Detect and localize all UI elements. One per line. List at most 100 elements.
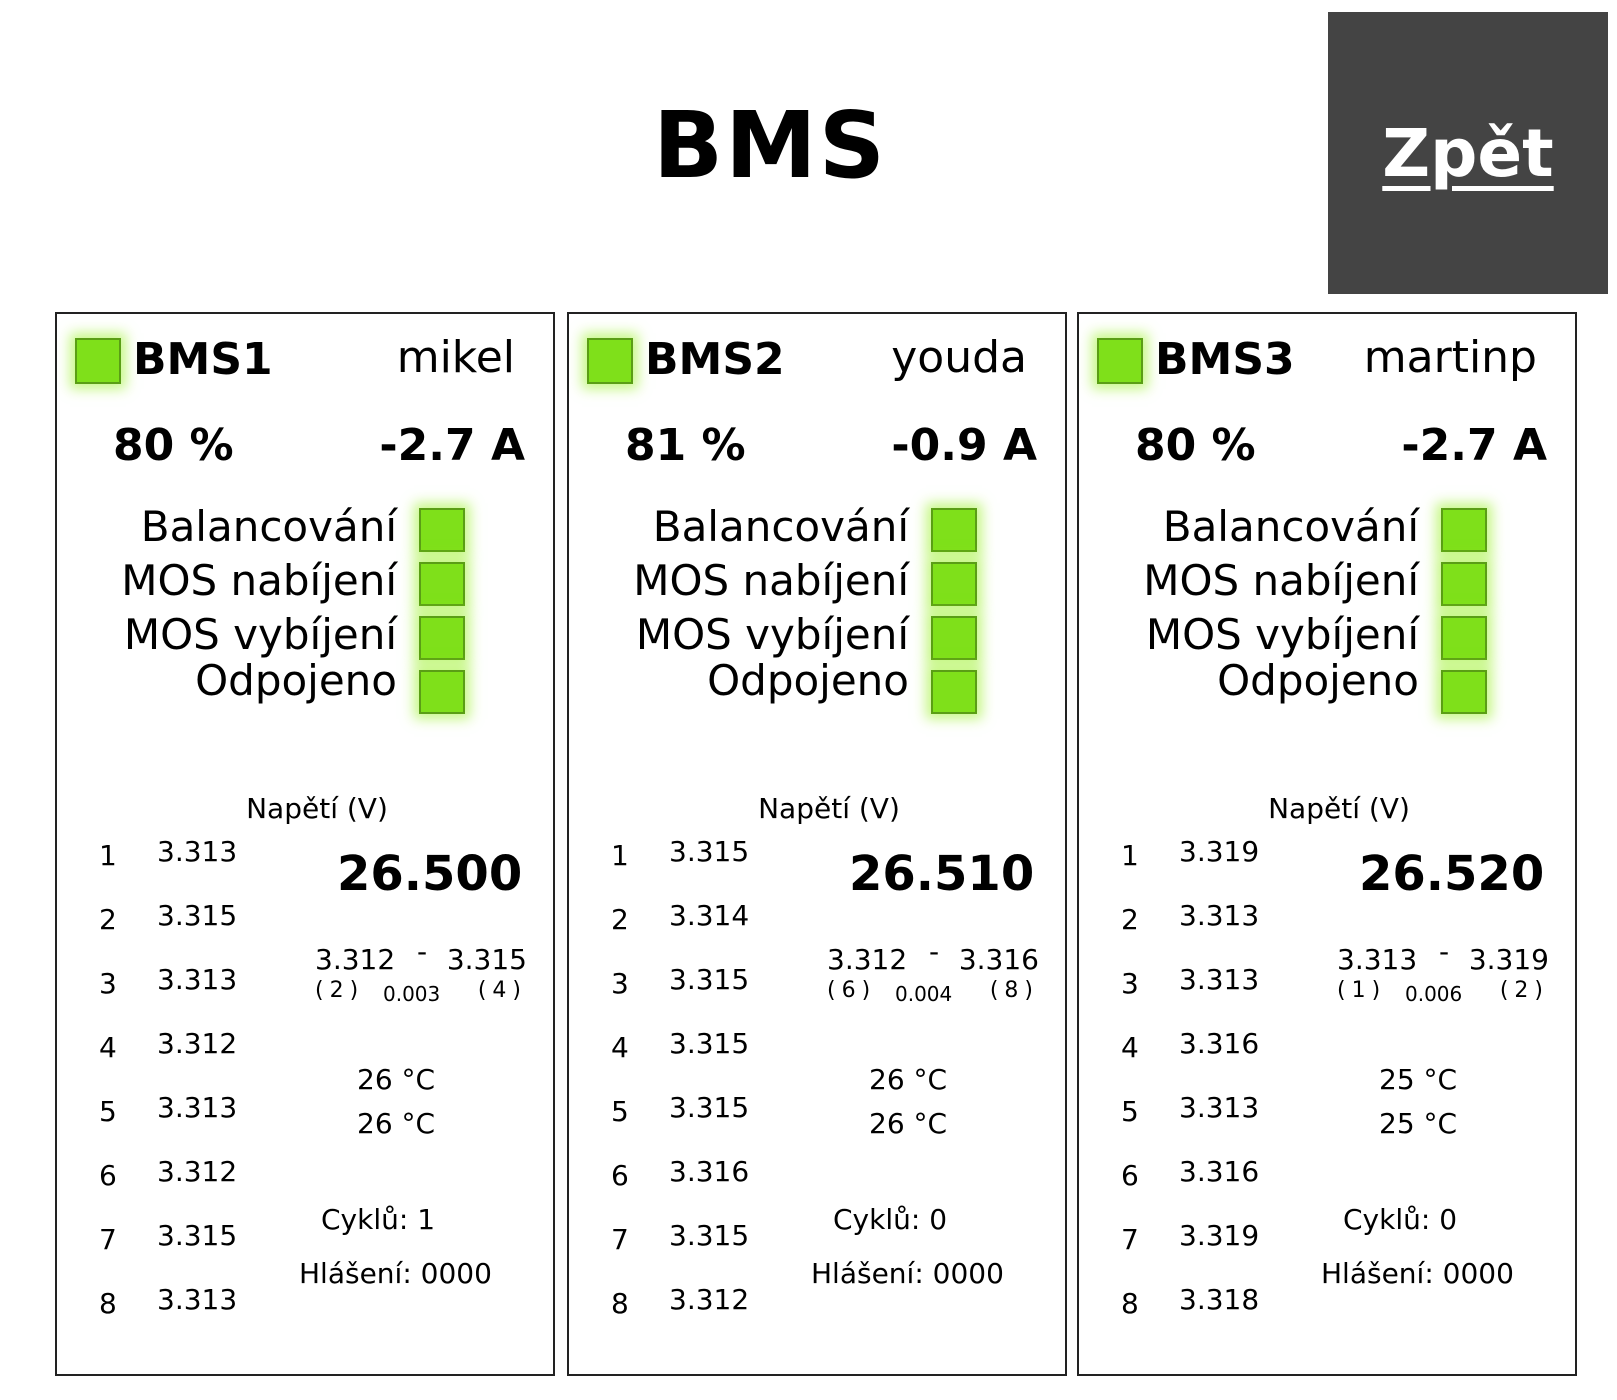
temperature: 26 °C [357, 1107, 436, 1140]
cell-voltage: 3.313 [1179, 963, 1260, 996]
flag-led-icon [419, 670, 465, 714]
cycle-count: Cyklů: 0 [833, 1203, 948, 1236]
flag-label: MOS nabíjení [1143, 556, 1419, 605]
range-max: 3.319 [1468, 943, 1549, 976]
range-min-cell: (1) [1337, 978, 1387, 1003]
temperature: 26 °C [869, 1107, 948, 1140]
flag-led-icon [419, 562, 465, 606]
cell-index: 2 [611, 903, 629, 936]
flag-label: MOS nabíjení [633, 556, 909, 605]
flag-label: Balancování [1162, 502, 1419, 551]
cell-index: 1 [1121, 839, 1139, 872]
range-diff: 0.004 [895, 982, 953, 1006]
range-min: 3.312 [315, 943, 396, 976]
cell-voltage: 3.313 [157, 963, 238, 996]
back-button-label[interactable]: Zpět [1382, 114, 1554, 192]
range-dash: - [929, 935, 940, 968]
range-diff: 0.006 [1405, 982, 1463, 1006]
temperature: 25 °C [1379, 1063, 1458, 1096]
cell-voltage: 3.312 [669, 1283, 750, 1316]
cell-voltage: 3.313 [157, 835, 238, 868]
flag-label: Odpojeno [707, 656, 909, 705]
bms-panel: BMS1 mikel 80 % -2.7 A Balancování MOS nabíje… [55, 312, 555, 1376]
current: -2.7 A [379, 420, 525, 471]
range-max-cell: (4) [477, 978, 527, 1003]
temperature: 26 °C [869, 1063, 948, 1096]
cell-voltage: 3.314 [669, 899, 750, 932]
bms-user: mikel [396, 332, 515, 383]
back-button[interactable]: Zpět [1328, 12, 1608, 294]
cell-voltage: 3.312 [157, 1155, 238, 1188]
cell-index: 7 [99, 1223, 117, 1256]
status-led-icon [75, 338, 121, 384]
flag-led-icon [931, 616, 977, 660]
cell-index: 2 [99, 903, 117, 936]
bms-user: martinp [1363, 332, 1537, 383]
cell-voltage: 3.315 [669, 1219, 750, 1252]
cell-index: 6 [1121, 1159, 1139, 1192]
cell-voltage: 3.315 [157, 899, 238, 932]
cell-voltage: 3.315 [669, 963, 750, 996]
cell-voltage: 3.313 [157, 1091, 238, 1124]
cycle-count: Cyklů: 0 [1343, 1203, 1458, 1236]
bms-id: BMS2 [645, 334, 785, 385]
cell-index: 5 [1121, 1095, 1139, 1128]
range-diff: 0.003 [383, 982, 441, 1006]
current: -2.7 A [1401, 420, 1547, 471]
cell-voltage: 3.315 [157, 1219, 238, 1252]
range-min: 3.313 [1337, 943, 1418, 976]
flag-label: Balancování [140, 502, 397, 551]
range-dash: - [1439, 935, 1450, 968]
flag-label: Balancování [652, 502, 909, 551]
range-max-cell: (2) [1499, 978, 1549, 1003]
cell-index: 2 [1121, 903, 1139, 936]
state-of-charge: 80 % [1135, 420, 1256, 471]
voltage-header: Napětí (V) [758, 792, 900, 825]
temperature: 26 °C [357, 1063, 436, 1096]
bms-user: youda [891, 332, 1027, 383]
cell-voltage: 3.315 [669, 835, 750, 868]
range-max: 3.315 [446, 943, 527, 976]
total-voltage: 26.500 [337, 846, 523, 902]
cell-index: 3 [1121, 967, 1139, 1000]
cell-voltage: 3.313 [157, 1283, 238, 1316]
flag-led-icon [419, 508, 465, 552]
flag-led-icon [1441, 670, 1487, 714]
cell-voltage: 3.313 [1179, 899, 1260, 932]
cell-index: 8 [611, 1287, 629, 1320]
bms-id: BMS1 [133, 334, 273, 385]
range-min-cell: (6) [827, 978, 877, 1003]
cell-voltage: 3.316 [1179, 1155, 1260, 1188]
cell-index: 6 [99, 1159, 117, 1192]
range-max-cell: (8) [989, 978, 1039, 1003]
page-title: BMS [653, 92, 887, 199]
flag-label: Odpojeno [1217, 656, 1419, 705]
cell-index: 4 [1121, 1031, 1139, 1064]
range-max: 3.316 [958, 943, 1039, 976]
cell-voltage: 3.319 [1179, 1219, 1260, 1252]
status-led-icon [1097, 338, 1143, 384]
cell-index: 4 [611, 1031, 629, 1064]
cell-voltage: 3.319 [1179, 835, 1260, 868]
flag-led-icon [931, 508, 977, 552]
cell-index: 5 [611, 1095, 629, 1128]
alarm-code: Hlášení: 0000 [811, 1257, 1004, 1290]
cell-index: 1 [611, 839, 629, 872]
cell-index: 8 [99, 1287, 117, 1320]
range-min: 3.312 [827, 943, 908, 976]
total-voltage: 26.510 [849, 846, 1035, 902]
flag-led-icon [1441, 508, 1487, 552]
cell-voltage: 3.316 [1179, 1027, 1260, 1060]
cell-index: 7 [611, 1223, 629, 1256]
alarm-code: Hlášení: 0000 [299, 1257, 492, 1290]
flag-label: MOS vybíjení [635, 610, 909, 659]
flag-label: Odpojeno [195, 656, 397, 705]
cell-index: 7 [1121, 1223, 1139, 1256]
cell-voltage: 3.318 [1179, 1283, 1260, 1316]
cell-voltage: 3.313 [1179, 1091, 1260, 1124]
cell-voltage: 3.315 [669, 1027, 750, 1060]
current: -0.9 A [891, 420, 1037, 471]
flag-led-icon [419, 616, 465, 660]
bms-panel: BMS2 youda 81 % -0.9 A Balancování MOS nabíje… [567, 312, 1067, 1376]
total-voltage: 26.520 [1359, 846, 1545, 902]
